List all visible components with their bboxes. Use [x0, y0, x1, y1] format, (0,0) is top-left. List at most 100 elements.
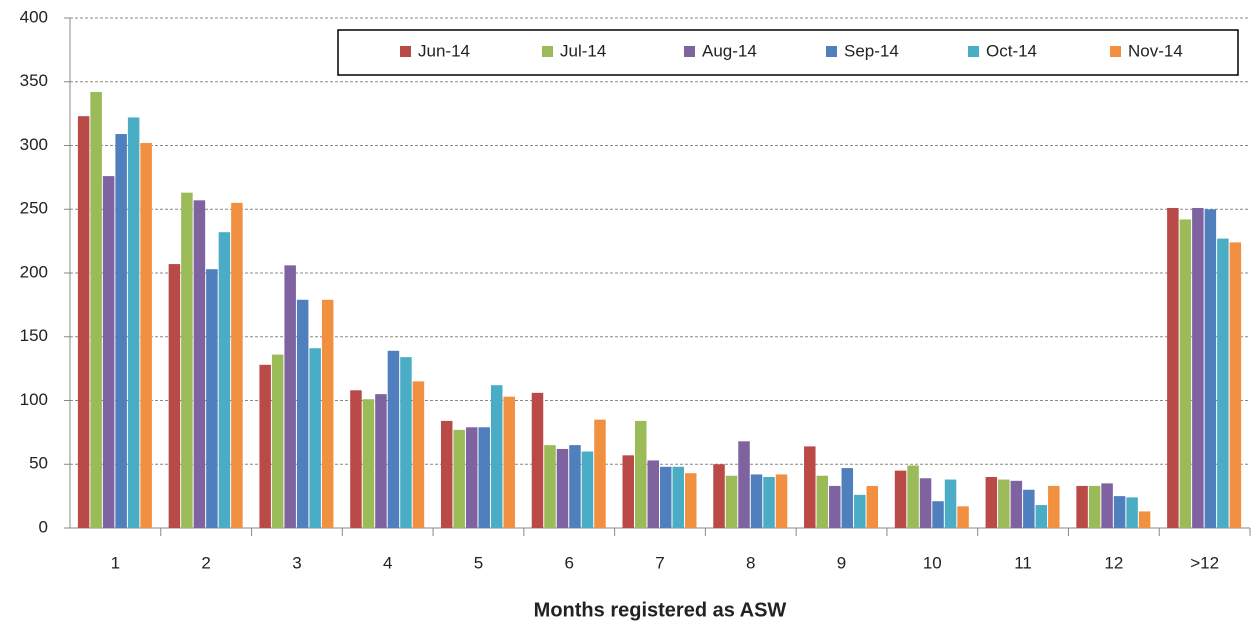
bar — [544, 445, 556, 528]
bar — [309, 348, 321, 528]
bar — [816, 475, 829, 528]
bar — [271, 354, 284, 528]
bar — [713, 464, 725, 528]
bar — [350, 390, 362, 528]
bar — [750, 474, 763, 528]
bar — [1023, 489, 1035, 528]
bar — [168, 264, 181, 528]
bar — [503, 396, 515, 528]
bar — [1204, 209, 1217, 528]
bar — [181, 192, 193, 529]
x-tick-label: 9 — [837, 553, 846, 572]
x-tick-label: 12 — [1104, 553, 1123, 572]
legend-label: Aug-14 — [702, 41, 757, 60]
bar — [1179, 219, 1192, 528]
legend-swatch — [684, 46, 695, 57]
bar — [259, 364, 271, 528]
bar — [465, 427, 478, 528]
bar — [866, 485, 879, 528]
legend-label: Jun-14 — [418, 41, 470, 60]
x-axis-title: Months registered as ASW — [534, 599, 787, 621]
bar — [231, 202, 243, 528]
y-tick-label: 250 — [20, 199, 48, 218]
legend-label: Nov-14 — [1128, 41, 1183, 60]
bar — [400, 357, 412, 528]
bar — [387, 350, 400, 528]
legend-swatch — [1110, 46, 1121, 57]
legend-label: Oct-14 — [986, 41, 1037, 60]
bar — [1035, 505, 1048, 528]
bar — [1217, 238, 1229, 528]
bar — [375, 394, 387, 528]
legend-box — [337, 29, 1239, 76]
y-tick-label: 200 — [20, 262, 48, 281]
legend-swatch — [400, 46, 411, 57]
x-tick-label: 5 — [474, 553, 483, 572]
bar — [594, 419, 606, 528]
y-tick-label: 350 — [20, 71, 48, 90]
bar — [1076, 485, 1088, 528]
bar — [1126, 497, 1138, 528]
bar — [1088, 485, 1101, 528]
bar — [660, 466, 672, 528]
bar — [362, 399, 375, 528]
bar — [944, 479, 957, 528]
bar — [569, 445, 581, 528]
bar — [919, 478, 932, 528]
bar — [725, 475, 738, 528]
bar — [218, 232, 231, 528]
bar — [763, 477, 775, 528]
bar — [998, 479, 1010, 528]
bar — [556, 448, 569, 528]
bar — [894, 470, 907, 528]
bar — [854, 494, 866, 528]
bar — [672, 466, 684, 528]
bar — [738, 441, 750, 528]
bar — [1010, 480, 1023, 528]
bar — [985, 477, 998, 528]
bar — [127, 117, 140, 528]
x-tick-label: 8 — [746, 553, 755, 572]
bar — [1048, 485, 1060, 528]
bar — [412, 381, 425, 528]
bar — [1167, 207, 1179, 528]
bar — [115, 134, 127, 528]
bar — [1192, 207, 1204, 528]
y-tick-label: 0 — [39, 517, 48, 536]
bar — [296, 299, 309, 528]
bar — [453, 429, 465, 528]
bar — [1113, 496, 1126, 528]
bar — [841, 468, 854, 528]
bar — [581, 451, 594, 528]
y-tick-label: 50 — [29, 454, 48, 473]
x-tick-label: 3 — [292, 553, 301, 572]
bar — [1229, 242, 1242, 528]
bar — [284, 265, 296, 528]
legend-label: Jul-14 — [560, 41, 606, 60]
bar — [206, 269, 218, 528]
bar — [829, 485, 841, 528]
x-tick-label: 10 — [923, 553, 942, 572]
y-tick-label: 150 — [20, 326, 48, 345]
bar — [775, 474, 788, 528]
bar — [804, 446, 816, 528]
bar — [907, 465, 919, 528]
bar — [478, 427, 490, 528]
bar — [932, 501, 944, 528]
x-tick-label: 6 — [564, 553, 573, 572]
x-tick-label: 1 — [111, 553, 120, 572]
bar — [440, 420, 453, 528]
bar — [193, 200, 206, 528]
bar — [635, 420, 647, 528]
legend-swatch — [826, 46, 837, 57]
x-tick-label: >12 — [1190, 553, 1219, 572]
bar — [1138, 511, 1151, 528]
x-tick-label: 7 — [655, 553, 664, 572]
bar — [77, 116, 90, 529]
bar — [685, 473, 697, 528]
bar — [1101, 483, 1113, 528]
bar — [102, 176, 115, 528]
y-tick-label: 100 — [20, 390, 48, 409]
